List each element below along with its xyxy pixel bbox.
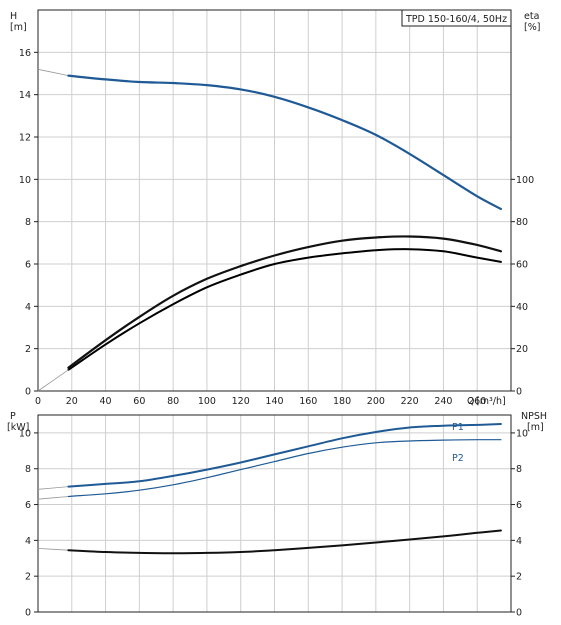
top-panel-grid <box>38 9 511 391</box>
x-tick-label: 20 <box>66 396 78 407</box>
series-H-lead-in <box>37 68 69 76</box>
y-tick-label-npsh: 2 <box>516 572 522 583</box>
y-left-top-label: H <box>10 11 17 22</box>
series-eta_ref-line <box>67 248 502 371</box>
x-tick-label: 180 <box>333 396 351 407</box>
x-tick-label: 100 <box>198 396 216 407</box>
x-tick-label: 60 <box>133 396 145 407</box>
title-box-border <box>401 9 512 27</box>
y-tick-label-eta: 100 <box>516 175 534 186</box>
series-P2-line <box>67 439 502 498</box>
y-tick-label-h: 8 <box>25 217 31 228</box>
y-left-top-unit: [m] <box>10 22 27 33</box>
series-P1-lead-in <box>37 486 69 490</box>
x-tick-label: 220 <box>401 396 419 407</box>
series-eta-line <box>67 235 502 369</box>
y-tick-label-h: 6 <box>25 260 31 271</box>
y-tick-label-p: 0 <box>25 608 31 619</box>
y-right-top-unit: [%] <box>524 22 540 33</box>
x-tick-label: 0 <box>35 396 41 407</box>
x-tick-label: 260 <box>468 396 486 407</box>
y-tick-label-p: 2 <box>25 572 31 583</box>
legend-p2: P2 <box>452 453 464 464</box>
series-eta-lead-in <box>37 369 69 392</box>
y-left-bottom-label: P <box>10 411 16 422</box>
top-panel-frame <box>37 9 512 392</box>
y-tick-label-p: 8 <box>25 464 31 475</box>
y-tick-label-eta: 60 <box>516 260 528 271</box>
y-tick-label-npsh: 10 <box>516 428 528 439</box>
y-right-top-label: eta <box>524 11 539 22</box>
y-tick-label-eta: 80 <box>516 217 528 228</box>
series-P1-line <box>67 423 502 488</box>
x-axis-label: Q <box>467 396 474 407</box>
y-tick-label-eta: 20 <box>516 344 528 355</box>
y-tick-label-npsh: 6 <box>516 500 522 511</box>
y-tick-label-h: 16 <box>19 48 31 59</box>
y-tick-label-npsh: 0 <box>516 608 522 619</box>
y-tick-label-eta: 40 <box>516 302 528 313</box>
y-tick-label-npsh: 8 <box>516 464 522 475</box>
x-tick-label: 140 <box>265 396 283 407</box>
series-P2-lead-in <box>37 496 69 500</box>
y-right-bottom-label: NPSH <box>521 411 547 422</box>
tick-labels: 0246810121416020406080100024681002468100… <box>19 48 534 619</box>
y-tick-label-h: 14 <box>19 90 31 101</box>
series-H-line <box>67 74 502 211</box>
y-tick-label-npsh: 4 <box>516 536 522 547</box>
title-box: TPD 150-160/4, 50Hz <box>401 9 512 27</box>
y-left-bottom-unit: [kW] <box>7 422 29 433</box>
chart-title: TPD 150-160/4, 50Hz <box>405 14 507 25</box>
y-tick-label-h: 0 <box>25 387 31 398</box>
x-tick-label: 240 <box>434 396 452 407</box>
bottom-panel-frame <box>37 414 512 613</box>
y-tick-label-h: 10 <box>19 175 31 186</box>
y-right-bottom-unit: [m] <box>527 422 544 433</box>
x-tick-label: 80 <box>167 396 179 407</box>
y-tick-label-p: 6 <box>25 500 31 511</box>
x-axis-unit: [m³/h] <box>476 396 506 407</box>
y-tick-label-p: 4 <box>25 536 31 547</box>
legend-p1: P1 <box>452 422 464 433</box>
series-layer <box>37 68 502 555</box>
series-NPSH-line <box>67 529 502 555</box>
y-tick-label-h: 2 <box>25 344 31 355</box>
y-tick-label-h: 4 <box>25 302 31 313</box>
x-tick-label: 120 <box>232 396 250 407</box>
bottom-panel-grid <box>38 415 511 612</box>
y-tick-label-eta: 0 <box>516 387 522 398</box>
x-tick-label: 40 <box>100 396 112 407</box>
y-tick-label-p: 10 <box>19 428 31 439</box>
y-tick-label-h: 12 <box>19 133 31 144</box>
x-tick-label: 200 <box>367 396 385 407</box>
series-NPSH-lead-in <box>37 548 69 551</box>
x-tick-label: 160 <box>299 396 317 407</box>
